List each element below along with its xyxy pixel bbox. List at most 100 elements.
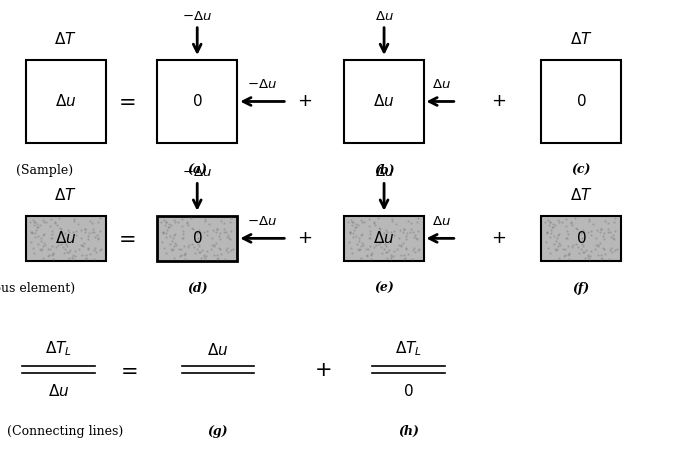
Point [64,254,75,261]
Point [48,250,59,257]
Point [156,218,167,225]
Text: $+$: $+$ [491,93,506,110]
Point [38,230,49,237]
Point [51,222,62,229]
Point [369,243,380,251]
Text: $+$: $+$ [314,361,332,380]
Point [205,245,216,253]
Point [201,247,212,255]
Point [157,238,168,245]
Point [602,219,613,227]
Point [611,245,622,253]
Point [592,251,603,259]
Point [160,250,171,257]
Text: $\Delta u$: $\Delta u$ [55,230,76,246]
Point [179,252,190,259]
Point [545,233,556,241]
Point [158,228,169,236]
Point [577,248,588,255]
Point [90,244,101,252]
Point [603,225,614,233]
Point [356,242,367,250]
Point [565,219,576,226]
Point [211,225,222,233]
Point [363,235,374,242]
Point [81,254,92,261]
Point [354,245,365,253]
Text: $\Delta u$: $\Delta u$ [432,78,451,91]
Point [563,255,574,263]
Point [45,235,56,242]
Point [356,239,367,247]
Point [602,228,613,236]
Text: (e): (e) [374,282,394,295]
Point [80,225,91,233]
Point [199,255,210,263]
Point [408,244,419,252]
Point [594,239,606,247]
Point [576,240,588,248]
Text: $\Delta T_L$: $\Delta T_L$ [394,339,422,358]
Point [199,228,210,236]
Point [597,254,608,261]
Point [407,228,418,236]
Point [363,222,374,230]
Point [52,241,63,249]
Point [370,241,381,249]
Point [62,248,73,255]
Point [37,242,48,250]
Point [161,233,172,241]
Point [401,245,412,253]
Point [354,237,365,245]
Point [34,245,45,253]
Point [591,241,602,249]
Point [211,226,222,233]
Point [54,215,65,222]
Text: (g): (g) [208,425,228,438]
Point [598,244,609,252]
Point [584,215,595,223]
Point [169,216,180,224]
Point [575,229,586,236]
Point [201,228,212,235]
Point [405,219,416,227]
Point [361,245,372,253]
Point [350,220,361,228]
Point [43,252,54,259]
Point [554,218,565,226]
Point [39,241,51,249]
Point [219,225,230,233]
Point [46,242,57,250]
Point [28,218,39,226]
Text: $-\Delta u$: $-\Delta u$ [247,78,277,91]
Point [366,255,377,263]
Point [46,230,57,238]
Point [181,219,192,226]
Point [227,245,238,253]
Point [93,218,104,226]
Point [395,242,406,250]
Point [31,224,42,231]
Point [406,225,417,233]
Text: $\Delta u$: $\Delta u$ [208,342,228,358]
Text: $+$: $+$ [491,229,506,247]
Point [599,229,610,236]
Point [164,223,175,230]
Point [572,225,583,233]
Text: $+$: $+$ [297,93,312,110]
Text: (f): (f) [573,282,590,295]
Point [390,220,401,228]
Point [26,238,37,245]
Point [403,251,414,258]
Point [158,229,169,236]
Point [554,230,565,237]
Point [381,248,392,256]
Point [216,217,227,224]
Point [169,242,180,250]
Point [366,249,377,256]
Text: $\Delta u$: $\Delta u$ [55,93,76,110]
Point [160,218,171,226]
Point [397,239,408,247]
Point [26,228,37,236]
Point [167,235,178,242]
